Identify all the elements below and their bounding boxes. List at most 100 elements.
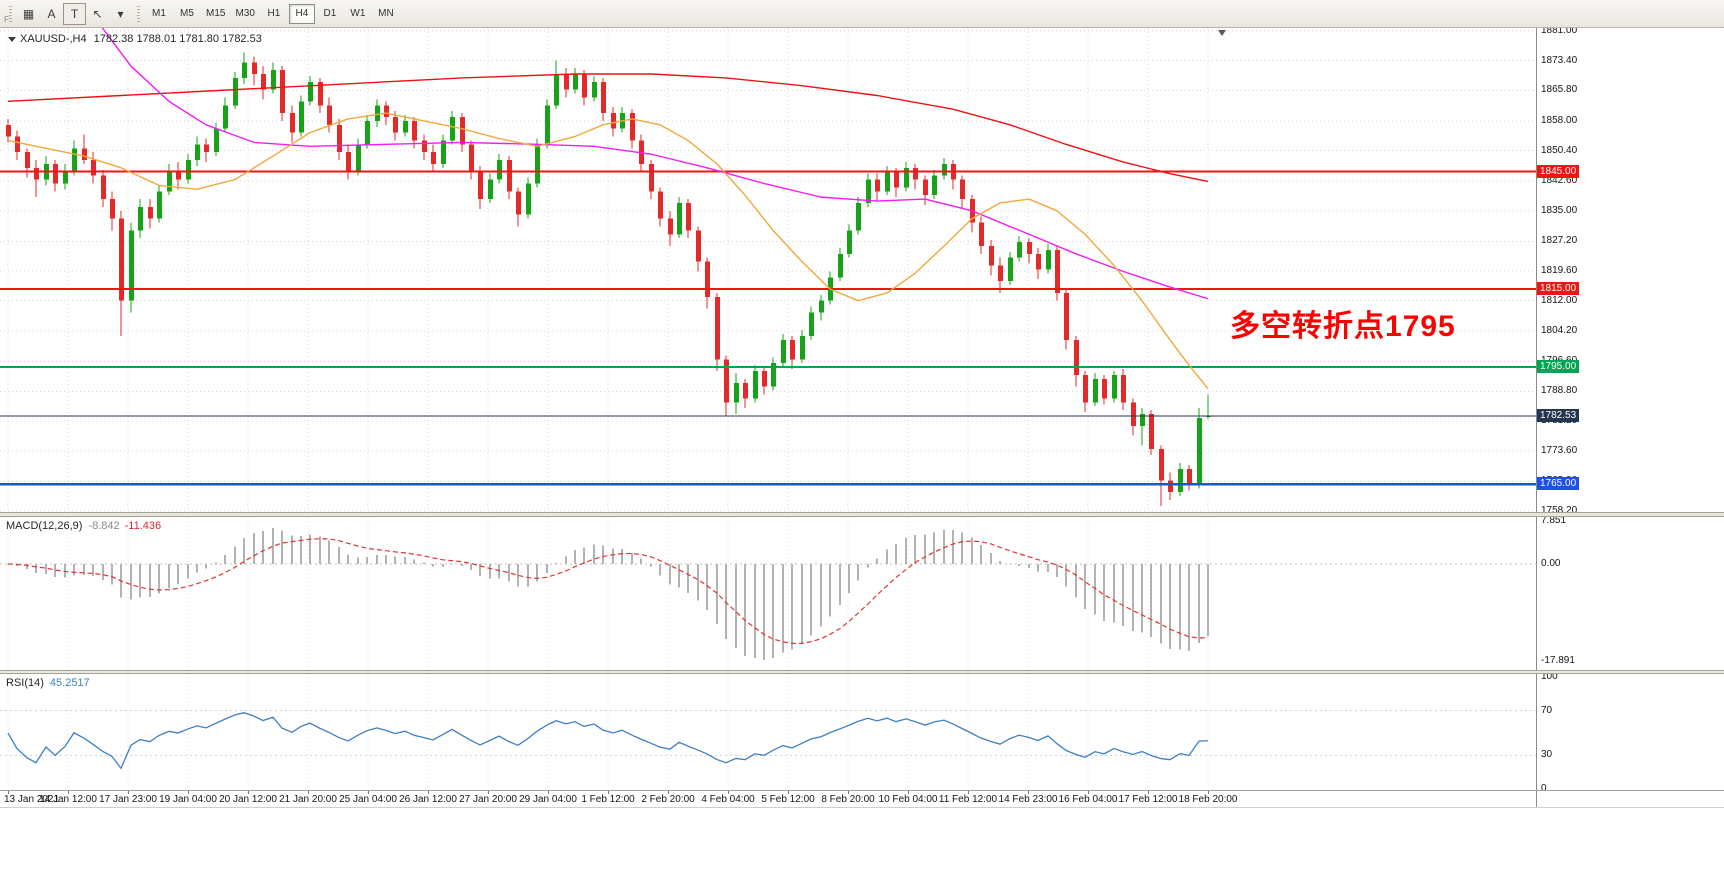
ma-slow bbox=[7, 73, 1209, 183]
macd-axis-label: -17.891 bbox=[1541, 655, 1575, 666]
macd-label: MACD(12,26,9) -8.842 -11.436 bbox=[6, 520, 161, 532]
time-tick bbox=[488, 791, 489, 794]
chart-shift-marker[interactable] bbox=[1218, 30, 1226, 36]
time-tick bbox=[968, 791, 969, 794]
time-label: 25 Jan 04:00 bbox=[339, 794, 397, 805]
timeframe-m30-button[interactable]: M30 bbox=[231, 4, 258, 24]
price-label: 1812.00 bbox=[1541, 294, 1578, 306]
timeframe-m15-button[interactable]: M15 bbox=[202, 4, 229, 24]
toolbar: ▦ A T ↖ ▾ M1 M5 M15 M30 H1 H4 D1 W1 MN bbox=[0, 0, 1724, 28]
timeframe-m1-button[interactable]: M1 bbox=[146, 4, 172, 24]
toolbar-tool-text-icon[interactable]: T bbox=[63, 2, 86, 25]
time-tick bbox=[308, 791, 309, 794]
time-label: 13 Jan 2021 bbox=[4, 794, 60, 805]
price-label: 1788.80 bbox=[1541, 385, 1578, 397]
macd-axis-label: 0.00 bbox=[1541, 558, 1561, 569]
price-label: 1858.00 bbox=[1541, 114, 1578, 126]
toolbar-tool-label-a-icon[interactable]: A bbox=[40, 3, 63, 25]
timeframe-h1-button[interactable]: H1 bbox=[261, 4, 287, 24]
macd-main-value: -8.842 bbox=[88, 520, 120, 532]
time-tick bbox=[728, 791, 729, 794]
time-label: 18 Feb 20:00 bbox=[1178, 794, 1238, 805]
timeframe-m5-button[interactable]: M5 bbox=[174, 4, 200, 24]
price-label: 1873.40 bbox=[1541, 54, 1578, 66]
time-tick bbox=[368, 791, 369, 794]
time-label: 17 Feb 12:00 bbox=[1118, 794, 1178, 805]
time-tick bbox=[1088, 791, 1089, 794]
level-price-tag: 1795.00 bbox=[1537, 360, 1580, 374]
price-label: 1835.00 bbox=[1541, 204, 1578, 216]
timeframe-group: M1 M5 M15 M30 H1 H4 D1 W1 MN bbox=[145, 3, 400, 24]
rsi-axis-label: 30 bbox=[1541, 749, 1553, 761]
time-label: 16 Feb 04:00 bbox=[1058, 794, 1118, 805]
rsi-value: 45.2517 bbox=[49, 677, 90, 689]
time-label: 26 Jan 12:00 bbox=[399, 794, 457, 805]
ma-fast bbox=[7, 112, 1209, 390]
candles-group bbox=[6, 52, 1211, 506]
panel-separator[interactable] bbox=[0, 790, 1724, 791]
time-tick bbox=[848, 791, 849, 794]
timeframe-w1-button[interactable]: W1 bbox=[345, 4, 371, 24]
time-label: 19 Jan 04:00 bbox=[159, 794, 217, 805]
time-label: 14 Jan 12:00 bbox=[39, 794, 97, 805]
timeframe-d1-button[interactable]: D1 bbox=[317, 4, 343, 24]
price-label: 1804.20 bbox=[1541, 325, 1578, 337]
rsi-label: RSI(14) 45.2517 bbox=[6, 677, 90, 689]
macd-chart[interactable] bbox=[0, 517, 1536, 670]
chart-ohlc-values: 1782.38 1788.01 1781.80 1782.53 bbox=[93, 33, 262, 45]
time-tick bbox=[128, 791, 129, 794]
price-label: 1881.00 bbox=[1541, 25, 1578, 36]
time-tick bbox=[248, 791, 249, 794]
price-label: 1758.20 bbox=[1541, 505, 1578, 516]
time-label: 2 Feb 20:00 bbox=[641, 794, 695, 805]
time-label: 27 Jan 20:00 bbox=[459, 794, 517, 805]
panel-separator[interactable] bbox=[0, 512, 1724, 517]
chart-title: XAUUSD-,H4 1782.38 1788.01 1781.80 1782.5… bbox=[20, 33, 262, 45]
time-label: 1 Feb 12:00 bbox=[581, 794, 635, 805]
level-price-tag: 1765.00 bbox=[1537, 477, 1580, 491]
toolbar-tool-dropdown-icon[interactable]: ▾ bbox=[109, 3, 132, 25]
time-label: 10 Feb 04:00 bbox=[878, 794, 938, 805]
main-chart[interactable] bbox=[0, 28, 1536, 512]
time-tick bbox=[1028, 791, 1029, 794]
time-tick bbox=[1208, 791, 1209, 794]
timeframe-h4-button[interactable]: H4 bbox=[288, 3, 315, 24]
macd-signal-value: -11.436 bbox=[124, 520, 162, 532]
time-label: 14 Feb 23:00 bbox=[998, 794, 1058, 805]
chart-collapse-icon[interactable] bbox=[8, 37, 16, 42]
price-axis[interactable]: 1881.00 1873.40 1865.80 1858.00 1850.40 1842.… bbox=[1536, 25, 1723, 807]
chart-symbol-timeframe: XAUUSD-,H4 bbox=[20, 33, 87, 45]
macd-name: MACD(12,26,9) bbox=[6, 520, 83, 532]
macd-signal-line bbox=[7, 538, 1209, 644]
chart-annotation[interactable]: 多空转折点1795 bbox=[1230, 310, 1456, 343]
toolbar-grip[interactable] bbox=[137, 5, 140, 22]
time-tick bbox=[68, 791, 69, 794]
rsi-chart[interactable] bbox=[0, 674, 1536, 790]
time-label: 17 Jan 23:00 bbox=[99, 794, 157, 805]
time-tick bbox=[8, 791, 9, 794]
toolbar-tool-cursor-icon[interactable]: ↖ bbox=[86, 3, 109, 25]
time-label: 8 Feb 20:00 bbox=[821, 794, 875, 805]
time-tick bbox=[1148, 791, 1149, 794]
time-label: 4 Feb 04:00 bbox=[701, 794, 755, 805]
macd-axis-label: 7.851 bbox=[1541, 515, 1567, 526]
price-label: 1850.40 bbox=[1541, 144, 1578, 156]
price-label: 1819.60 bbox=[1541, 265, 1578, 276]
time-label: 29 Jan 04:00 bbox=[519, 794, 577, 805]
price-label: 1827.20 bbox=[1541, 235, 1578, 247]
window-bottom-divider bbox=[0, 807, 1724, 808]
rsi-line bbox=[7, 712, 1209, 770]
time-tick bbox=[188, 791, 189, 794]
timeframe-mn-button[interactable]: MN bbox=[373, 4, 399, 24]
time-axis[interactable]: 13 Jan 2021 14 Jan 12:00 17 Jan 23:00 19 Ja… bbox=[0, 791, 1536, 807]
toolbar-grip[interactable] bbox=[9, 5, 12, 22]
time-tick bbox=[608, 791, 609, 794]
time-label: 21 Jan 20:00 bbox=[279, 794, 337, 805]
toolbar-tool-chart-type-icon[interactable]: ▦ bbox=[17, 3, 40, 25]
time-label: 5 Feb 12:00 bbox=[761, 794, 815, 805]
panel-separator[interactable] bbox=[0, 670, 1724, 674]
rsi-axis-label: 0 bbox=[1541, 783, 1547, 794]
price-label: 1865.80 bbox=[1541, 84, 1578, 96]
time-tick bbox=[548, 791, 549, 794]
